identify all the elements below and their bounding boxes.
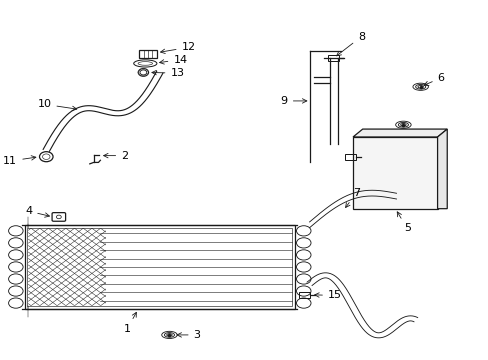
- Text: 5: 5: [396, 212, 410, 233]
- Bar: [27, 228, 291, 306]
- Text: 13: 13: [152, 68, 184, 78]
- Text: 6: 6: [423, 73, 444, 86]
- Text: 1: 1: [123, 312, 136, 334]
- Text: 4: 4: [25, 206, 49, 217]
- Text: 7: 7: [345, 188, 360, 207]
- Text: 12: 12: [160, 42, 195, 54]
- Bar: [328, 55, 338, 61]
- Polygon shape: [437, 129, 447, 209]
- Text: 9: 9: [280, 96, 306, 106]
- Bar: [345, 154, 355, 160]
- Bar: [138, 50, 157, 58]
- Text: 10: 10: [38, 99, 77, 111]
- Text: 14: 14: [159, 54, 187, 64]
- Text: 11: 11: [3, 156, 36, 166]
- Polygon shape: [352, 129, 447, 137]
- FancyBboxPatch shape: [352, 137, 437, 209]
- Text: 3: 3: [177, 330, 200, 340]
- Bar: [24, 225, 294, 309]
- Text: 2: 2: [103, 150, 128, 161]
- Text: 8: 8: [336, 32, 364, 56]
- Text: 15: 15: [314, 291, 341, 301]
- Bar: [299, 292, 309, 298]
